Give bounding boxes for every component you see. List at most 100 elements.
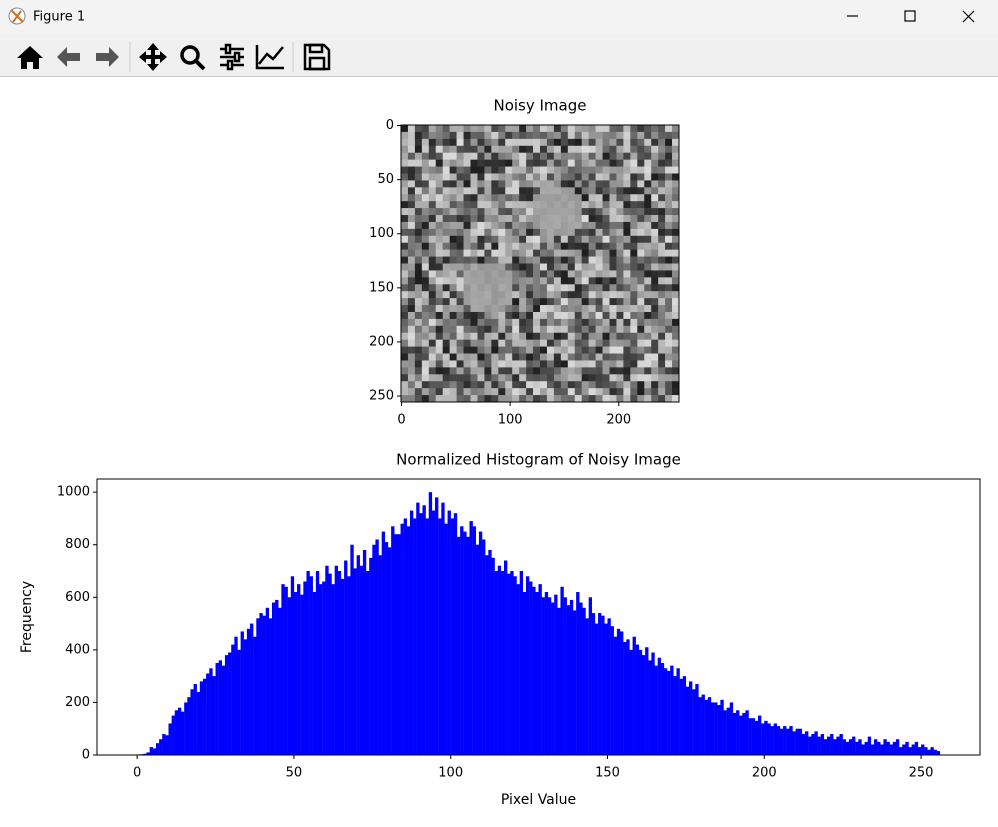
image-pixel: [567, 353, 576, 361]
image-pixel: [435, 125, 443, 133]
histogram-bar: [582, 607, 586, 755]
image-pixel: [505, 381, 513, 389]
image-pixel: [665, 235, 673, 244]
image-pixel: [540, 291, 548, 299]
image-pixel: [421, 339, 430, 347]
image-pixel: [553, 346, 562, 354]
image-pixel: [533, 353, 541, 361]
forward-button[interactable]: [96, 47, 119, 67]
image-pixel: [574, 187, 582, 195]
image-pixel: [401, 235, 409, 244]
image-pixel: [637, 249, 645, 257]
histogram-bar: [422, 505, 426, 755]
image-pixel: [498, 235, 506, 244]
image-pixel: [553, 339, 562, 347]
image-pixel: [609, 180, 617, 188]
image-pixel: [533, 208, 541, 216]
image-pixel: [581, 263, 589, 271]
image-pixel: [609, 242, 617, 250]
histogram-bar: [779, 728, 784, 755]
image-pixel: [498, 360, 506, 368]
image-pixel: [588, 256, 596, 264]
edit-axes-button[interactable]: [255, 45, 284, 70]
image-pixel: [567, 360, 576, 368]
image-pixel: [498, 277, 506, 285]
image-pixel: [644, 277, 652, 285]
image-pixel: [512, 277, 520, 285]
image-pixel: [428, 360, 437, 368]
image-pixel: [567, 152, 576, 160]
back-button[interactable]: [57, 47, 80, 67]
histogram-bar: [933, 749, 937, 755]
image-pixel: [526, 381, 534, 389]
image-pixel: [477, 180, 485, 188]
title-bar: [0, 0, 998, 34]
image-pixel: [602, 367, 610, 375]
image-pixel: [533, 256, 541, 264]
image-pixel: [630, 360, 638, 368]
histogram-bar: [394, 534, 398, 755]
maximize-button[interactable]: [904, 10, 916, 22]
image-pixel: [574, 166, 582, 174]
histogram-bar: [174, 710, 179, 755]
image-pixel: [560, 311, 569, 320]
subplots-button[interactable]: [220, 43, 244, 71]
image-pixel: [574, 131, 582, 140]
histogram-bar: [322, 581, 326, 755]
image-pixel: [533, 242, 541, 250]
image-pixel: [526, 305, 534, 313]
image-pixel: [595, 138, 603, 147]
image-pixel: [595, 173, 603, 181]
image-pixel: [595, 221, 603, 230]
image-pixel: [505, 180, 513, 188]
histogram-bar: [372, 544, 376, 755]
image-pixel: [428, 318, 437, 327]
image-pixel: [477, 277, 485, 285]
image-pixel: [616, 166, 624, 174]
pan-button[interactable]: [139, 43, 167, 71]
image-pixel: [401, 339, 409, 347]
image-pixel: [637, 215, 645, 223]
image-pixel: [477, 284, 485, 292]
image-pixel: [435, 138, 443, 147]
image-pixel: [630, 367, 638, 375]
image-pixel: [491, 187, 499, 195]
image-pixel: [616, 332, 624, 340]
home-button[interactable]: [17, 46, 43, 69]
image-pixel: [672, 374, 680, 382]
image-pixel: [512, 242, 520, 250]
save-button[interactable]: [303, 43, 331, 71]
histogram-bar: [165, 735, 169, 755]
image-pixel: [644, 291, 652, 299]
image-pixel: [519, 339, 527, 347]
image-pixel: [484, 346, 492, 354]
image-pixel: [498, 395, 506, 403]
image-pixel: [477, 318, 485, 327]
image-pixel: [672, 187, 680, 195]
image-pixel: [623, 263, 631, 271]
zoom-button[interactable]: [180, 45, 206, 71]
image-pixel: [484, 291, 492, 299]
image-pixel: [602, 201, 610, 209]
image-pixel: [477, 249, 485, 257]
histogram-bar: [350, 544, 354, 755]
image-pixel: [498, 221, 506, 230]
histogram-bar: [864, 741, 868, 755]
image-pixel: [602, 138, 610, 147]
image-pixel: [630, 374, 638, 382]
image-pixel: [651, 318, 659, 327]
image-pixel: [658, 298, 666, 306]
image-pixel: [553, 388, 562, 396]
image-pixel: [498, 353, 506, 361]
image-pixel: [546, 311, 555, 320]
image-pixel: [463, 173, 471, 181]
image-pixel: [442, 159, 450, 167]
image-pixel: [428, 187, 437, 195]
image-pixel: [637, 395, 645, 403]
image-pixel: [463, 284, 471, 292]
histogram-bar: [193, 684, 197, 755]
image-pixel: [401, 180, 409, 188]
histogram-bar: [895, 739, 900, 755]
close-button[interactable]: [962, 10, 975, 23]
image-pixel: [477, 145, 485, 153]
